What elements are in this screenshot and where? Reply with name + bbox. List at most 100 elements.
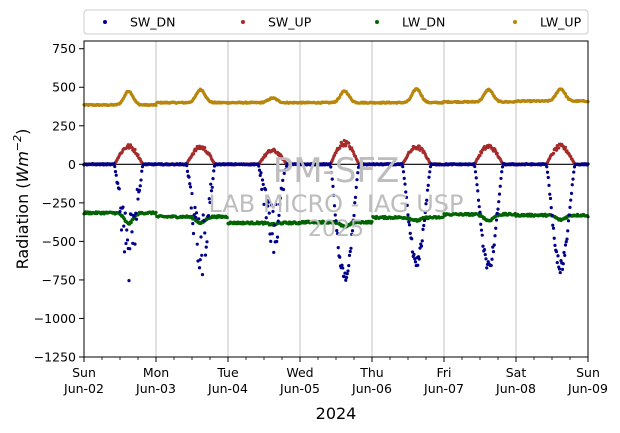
data-point-SW_DN xyxy=(257,164,261,168)
data-point-SW_DN xyxy=(257,168,262,172)
data-point-SW_DN xyxy=(261,182,265,187)
data-point-SW_DN xyxy=(125,238,130,242)
x-tick-label: Fri Jun-07 xyxy=(423,365,464,396)
data-point-SW_DN xyxy=(500,165,505,169)
data-point-SW_DN xyxy=(114,173,118,177)
data-point-SW_DN xyxy=(188,185,193,189)
data-point-SW_DN xyxy=(494,218,499,222)
data-point-SW_DN xyxy=(413,260,418,264)
data-point-SW_DN xyxy=(401,170,406,174)
data-point-SW_DN xyxy=(480,233,484,237)
data-point-SW_DN xyxy=(332,193,336,197)
data-point-SW_DN xyxy=(549,206,553,210)
data-point-SW_UP xyxy=(479,151,484,155)
legend-label-SW_DN: SW_DN xyxy=(130,15,176,30)
data-point-SW_UP xyxy=(557,146,561,150)
data-point-SW_DN xyxy=(479,222,483,226)
data-point-SW_DN xyxy=(353,201,357,205)
data-point-SW_DN xyxy=(333,213,337,217)
data-point-SW_DN xyxy=(192,213,196,217)
data-point-SW_DN xyxy=(281,178,285,183)
data-point-SW_DN xyxy=(491,249,496,254)
data-point-SW_DN xyxy=(202,219,206,223)
data-point-SW_DN xyxy=(205,240,209,244)
data-point-SW_DN xyxy=(351,218,355,222)
data-point-SW_DN xyxy=(140,169,144,173)
data-point-SW_DN xyxy=(122,224,126,228)
data-point-SW_DN xyxy=(567,213,571,217)
data-point-SW_DN xyxy=(410,237,414,241)
data-point-SW_DN xyxy=(550,213,554,217)
data-point-SW_DN xyxy=(258,173,262,177)
data-point-SW_DN xyxy=(569,191,574,195)
data-point-SW_DN xyxy=(572,170,576,174)
data-point-SW_UP xyxy=(478,153,482,158)
y-tick-label: 250 xyxy=(52,118,76,133)
data-point-SW_DN xyxy=(401,165,405,169)
data-point-SW_DN xyxy=(561,262,565,266)
data-point-SW_DN xyxy=(570,183,574,187)
data-point-SW_DN xyxy=(421,227,425,231)
data-point-SW_DN xyxy=(125,228,129,232)
data-point-SW_DN xyxy=(347,253,352,257)
data-point-SW_DN xyxy=(424,202,428,206)
data-point-SW_DN xyxy=(352,213,356,218)
data-point-SW_DN xyxy=(197,266,202,270)
y-tick-label: −250 xyxy=(42,195,76,210)
data-point-SW_DN xyxy=(269,203,274,207)
data-point-SW_DN xyxy=(407,223,412,227)
data-point-SW_DN xyxy=(194,215,198,220)
y-tick-label: 750 xyxy=(52,41,76,56)
data-point-SW_DN xyxy=(208,200,212,205)
data-point-SW_DN xyxy=(404,190,408,194)
data-point-SW_DN xyxy=(406,213,410,217)
data-point-SW_DN xyxy=(209,189,214,193)
data-point-LW_DN xyxy=(129,220,133,225)
data-point-SW_DN xyxy=(329,171,334,175)
data-point-SW_DN xyxy=(113,170,118,174)
data-point-SW_DN xyxy=(481,244,485,248)
data-point-SW_DN xyxy=(410,250,415,254)
data-point-SW_DN xyxy=(344,278,348,282)
legend-label-LW_UP: LW_UP xyxy=(540,15,582,30)
data-point-SW_DN xyxy=(187,175,191,179)
data-point-SW_DN xyxy=(490,257,494,261)
data-point-SW_DN xyxy=(426,183,430,187)
data-point-SW_DN xyxy=(425,198,429,202)
data-point-SW_DN xyxy=(545,170,550,174)
data-point-SW_DN xyxy=(260,187,264,191)
data-point-SW_DN xyxy=(278,202,282,206)
data-point-SW_DN xyxy=(276,219,280,223)
data-point-SW_DN xyxy=(124,241,128,246)
legend-marker-SW_UP xyxy=(241,20,245,24)
data-point-SW_DN xyxy=(200,253,204,257)
data-point-SW_DN xyxy=(400,162,404,166)
data-point-SW_DN xyxy=(416,263,420,267)
data-point-SW_DN xyxy=(275,239,279,244)
data-point-SW_DN xyxy=(557,267,562,271)
data-point-SW_DN xyxy=(547,183,551,187)
data-point-SW_DN xyxy=(272,250,276,254)
data-point-SW_DN xyxy=(472,162,476,166)
data-point-SW_DN xyxy=(356,165,361,169)
grid-lines xyxy=(155,41,517,357)
data-point-SW_DN xyxy=(548,196,553,201)
data-point-SW_DN xyxy=(423,210,427,215)
data-point-SW_DN xyxy=(568,205,572,209)
data-point-SW_DN xyxy=(281,187,286,192)
data-point-SW_DN xyxy=(201,213,205,217)
data-point-SW_DN xyxy=(350,232,354,236)
data-point-SW_DN xyxy=(275,235,280,239)
data-point-SW_DN xyxy=(274,202,278,207)
data-point-SW_DN xyxy=(566,219,571,223)
data-point-SW_DN xyxy=(564,240,568,244)
data-point-SW_DN xyxy=(338,255,342,259)
data-point-SW_DN xyxy=(204,245,208,249)
y-tick-label: 500 xyxy=(52,80,76,95)
data-point-SW_DN xyxy=(122,250,127,254)
y-axis-title-main: Radiation ( xyxy=(13,182,32,269)
data-point-SW_DN xyxy=(128,247,132,251)
series-SW_DN xyxy=(82,162,590,283)
data-point-SW_UP xyxy=(551,151,556,155)
data-point-SW_DN xyxy=(563,243,568,247)
